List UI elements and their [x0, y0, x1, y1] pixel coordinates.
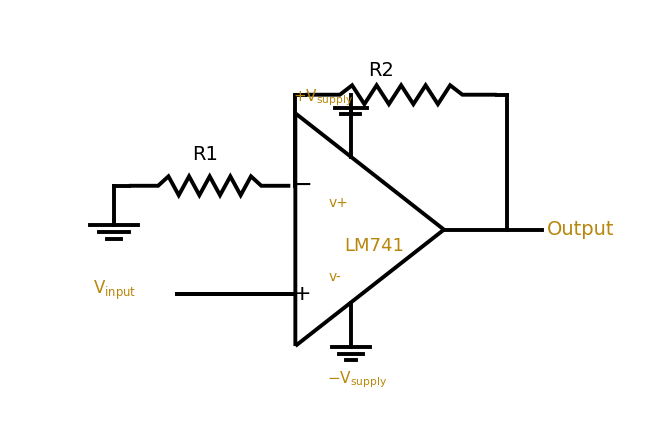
Text: +: + — [292, 284, 311, 304]
Text: Output: Output — [547, 220, 615, 239]
Text: $-$V$_{\mathsf{supply}}$: $-$V$_{\mathsf{supply}}$ — [327, 370, 387, 390]
Text: V$_{\mathsf{input}}$: V$_{\mathsf{input}}$ — [94, 279, 136, 302]
Text: R1: R1 — [192, 145, 218, 164]
Text: v+: v+ — [328, 196, 348, 210]
Text: $+$V$_{\mathsf{supply}}$: $+$V$_{\mathsf{supply}}$ — [293, 88, 353, 108]
Text: −: − — [291, 173, 312, 197]
Text: R2: R2 — [368, 60, 394, 80]
Text: v-: v- — [328, 270, 341, 284]
Text: LM741: LM741 — [344, 237, 404, 255]
